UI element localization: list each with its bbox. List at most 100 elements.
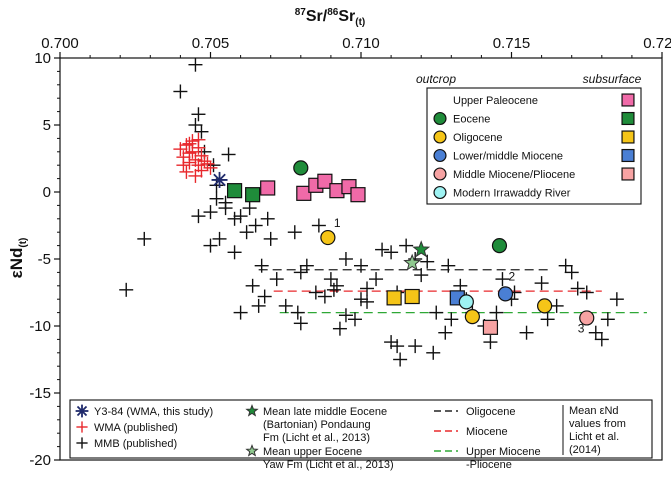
series-oligocene-outcrop [320, 229, 553, 325]
data-point [326, 282, 341, 297]
data-point [444, 312, 459, 327]
legend-top-entry: Oligocene [433, 130, 635, 144]
x-axis-title: 87Sr/86Sr(t) [295, 7, 366, 28]
legend-bottom-line-entry: Upper Miocene-Pliocene [434, 446, 541, 471]
legend-top-box [426, 87, 642, 205]
data-point [495, 272, 510, 287]
series-oligocene-subsurface [386, 288, 420, 306]
legend-circle-symbol [433, 185, 447, 200]
data-point [269, 272, 284, 287]
point-annotation: 1 [334, 216, 341, 230]
series-wma-published- [173, 132, 218, 183]
legend-top-label: Eocene [453, 114, 490, 126]
y-tick-label: -15 [29, 385, 51, 402]
data-point [293, 160, 309, 176]
data-point [384, 245, 399, 260]
legend-top-label: Middle Miocene/Pliocene [453, 169, 575, 181]
data-point [194, 163, 209, 178]
legend-top-label: Upper Paleocene [453, 95, 538, 107]
data-point [278, 298, 293, 313]
legend-circle-symbol [433, 167, 447, 181]
legend-symbol [76, 437, 88, 449]
data-point [403, 253, 422, 271]
data-point [245, 278, 260, 293]
y-axis-label: εNd(t) [7, 238, 29, 279]
y-tick-label: -10 [29, 318, 51, 335]
data-point [375, 242, 390, 257]
data-point [594, 332, 609, 347]
data-point [194, 124, 209, 139]
data-point [203, 160, 218, 175]
data-point [491, 238, 508, 254]
legend-star-symbol [245, 403, 259, 417]
data-point [242, 201, 257, 216]
legend-bottom-label: Fm (Licht et al., 2013) [263, 432, 370, 444]
data-point [393, 352, 408, 367]
data-point [570, 281, 585, 296]
data-point [173, 84, 188, 99]
data-point [182, 155, 197, 170]
legend-bottom: Y3-84 (WMA, this study) WMA (published) MM… [69, 399, 653, 471]
data-point [497, 286, 514, 302]
legend-bottom-box [69, 399, 653, 459]
data-point [338, 308, 353, 323]
legend-top-entry: Upper Paleocene [453, 93, 635, 107]
legend-square-symbol [621, 93, 635, 107]
data-point [226, 183, 243, 199]
data-point [260, 211, 275, 226]
legend-top: outcrop subsurface Upper Paleocene Eocene Ol… [416, 72, 642, 205]
data-point [390, 339, 405, 354]
data-point [233, 209, 248, 224]
y-axis-title: εNd(t) [7, 238, 29, 279]
x-tick-label: 0.715 [493, 35, 531, 52]
data-point [360, 294, 375, 309]
data-point [179, 138, 194, 153]
data-point [254, 258, 269, 273]
data-point [369, 272, 384, 287]
legend-top-entry: Lower/middle Miocene [433, 148, 635, 163]
series-upper-paleocene-subsurface [260, 173, 366, 203]
legend-bottom-label: Upper Miocene [466, 446, 541, 458]
data-point [609, 292, 624, 307]
legend-bottom-symbol-entry: WMA (published) [76, 421, 178, 434]
data-point [540, 312, 555, 327]
data-point [203, 205, 218, 220]
data-point [290, 305, 305, 320]
y-tick-label: -20 [29, 452, 51, 469]
legend-bottom-label: (Bartonian) Pondaung [263, 419, 371, 431]
data-point [191, 209, 206, 224]
y-tick-label: 10 [34, 50, 51, 67]
data-point [534, 276, 549, 291]
y-axis-ticks: 10 5 0 -5 -10 -15 -20 [29, 50, 60, 469]
data-point [211, 171, 228, 188]
x-tick-label: 0.710 [342, 35, 380, 52]
data-point [360, 281, 375, 296]
data-point [203, 238, 218, 253]
data-point [299, 258, 314, 273]
data-point [179, 164, 194, 179]
legend-bottom-label: Miocene [466, 426, 508, 438]
data-point [579, 285, 594, 300]
data-point [332, 321, 347, 336]
data-point [347, 312, 362, 327]
data-point [412, 240, 431, 258]
legend-star-symbol [245, 443, 259, 457]
data-point [354, 292, 368, 307]
data-point [197, 154, 212, 169]
legend-bottom-symbol-entry: Y3-84 (WMA, this study) [75, 404, 213, 418]
legend-note-line: Mean εNd [569, 405, 619, 417]
legend-note-line: values from [569, 418, 626, 430]
y-tick-label: 0 [43, 184, 51, 201]
data-point [296, 185, 312, 201]
data-point [263, 231, 278, 246]
y-tick-label: 5 [43, 117, 51, 134]
legend-circle-symbol [433, 130, 447, 144]
data-point [399, 238, 414, 253]
series-mean-late-middle-eocene-bartonian-pondaung-fm [412, 240, 431, 258]
series-modern-irrawaddy-river [458, 294, 474, 310]
legend-top-entry: Middle Miocene/Pliocene [433, 167, 635, 181]
x-tick-label: 0.705 [192, 35, 230, 52]
data-point [308, 285, 323, 300]
legend-bottom-label: Mean upper Eocene [263, 446, 362, 458]
